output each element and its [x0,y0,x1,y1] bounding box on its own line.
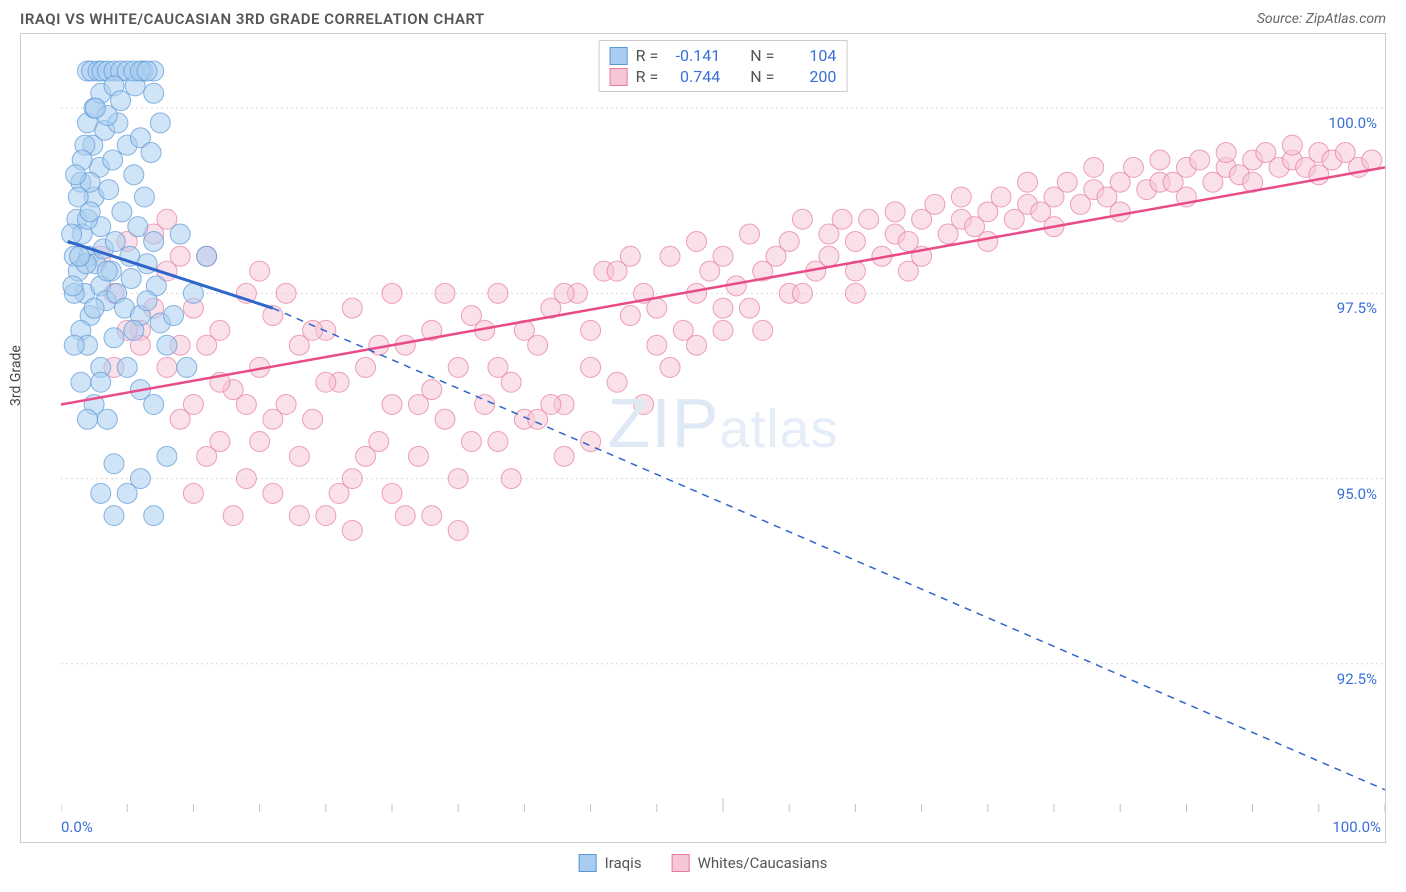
series-legend-item-2: Whites/Caucasians [672,854,828,872]
chart-title: IRAQI VS WHITE/CAUCASIAN 3RD GRADE CORRE… [20,10,485,28]
n-value-2: 200 [782,67,836,86]
watermark-part1: ZIP [608,384,720,462]
n-label-2: N = [750,67,774,86]
series-legend: Iraqis Whites/Caucasians [579,854,828,872]
chart-frame: 3rd Grade ZIPatlas R = -0.141 N = 104 R … [20,33,1386,843]
y-axis-label: 3rd Grade [8,345,24,406]
legend-swatch-2 [610,68,628,86]
series-swatch-1 [579,854,597,872]
r-value-1: -0.141 [666,46,720,65]
series-label-1: Iraqis [605,854,642,872]
stats-legend-box: R = -0.141 N = 104 R = 0.744 N = 200 [599,40,848,92]
chart-header: IRAQI VS WHITE/CAUCASIAN 3RD GRADE CORRE… [0,0,1406,33]
plot-area: ZIPatlas R = -0.141 N = 104 R = 0.744 [61,34,1385,812]
series-label-2: Whites/Caucasians [698,854,828,872]
stats-legend-row-1: R = -0.141 N = 104 [610,45,837,66]
r-value-2: 0.744 [666,67,720,86]
chart-source: Source: ZipAtlas.com [1257,11,1386,27]
legend-swatch-1 [610,47,628,65]
r-label-1: R = [636,46,659,65]
n-value-1: 104 [782,46,836,65]
watermark-part2: atlas [719,399,838,459]
n-label-1: N = [750,46,774,65]
watermark: ZIPatlas [608,383,839,463]
stats-legend-row-2: R = 0.744 N = 200 [610,66,837,87]
r-label-2: R = [636,67,659,86]
chart-container: IRAQI VS WHITE/CAUCASIAN 3RD GRADE CORRE… [0,0,1406,892]
series-legend-item-1: Iraqis [579,854,642,872]
series-swatch-2 [672,854,690,872]
